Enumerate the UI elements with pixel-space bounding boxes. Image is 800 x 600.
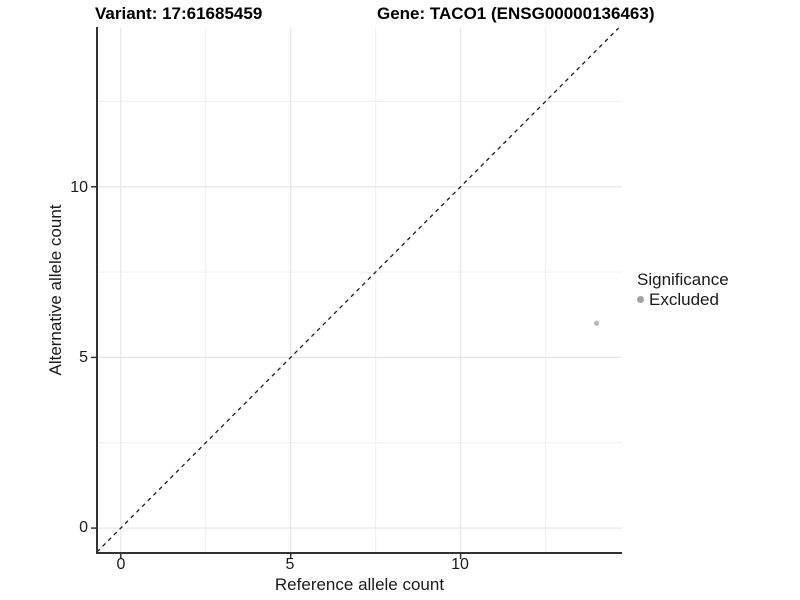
y-tick-label-5: 5 [79, 349, 88, 366]
x-axis-title: Reference allele count [274, 575, 445, 594]
legend-title: Significance [637, 270, 729, 289]
x-tick-label-5: 5 [285, 556, 295, 573]
legend-entry-label: Excluded [649, 290, 719, 309]
data-point-excluded [593, 320, 600, 326]
y-tick-label-0: 0 [79, 519, 88, 536]
x-tick-label-10: 10 [451, 556, 469, 573]
variant-title: Variant: 17:61685459 [95, 4, 263, 23]
legend-key-dot-icon [637, 296, 644, 303]
legend-entry-excluded: Excluded [637, 290, 729, 309]
x-tick-label-0: 0 [116, 556, 126, 573]
identity-reference-line [96, 27, 620, 553]
y-axis-title: Alternative allele count [46, 204, 65, 376]
gene-title: Gene: TACO1 (ENSG00000136463) [377, 4, 655, 23]
y-tick-label-10: 10 [70, 179, 88, 196]
legend: Significance Excluded [637, 270, 729, 309]
